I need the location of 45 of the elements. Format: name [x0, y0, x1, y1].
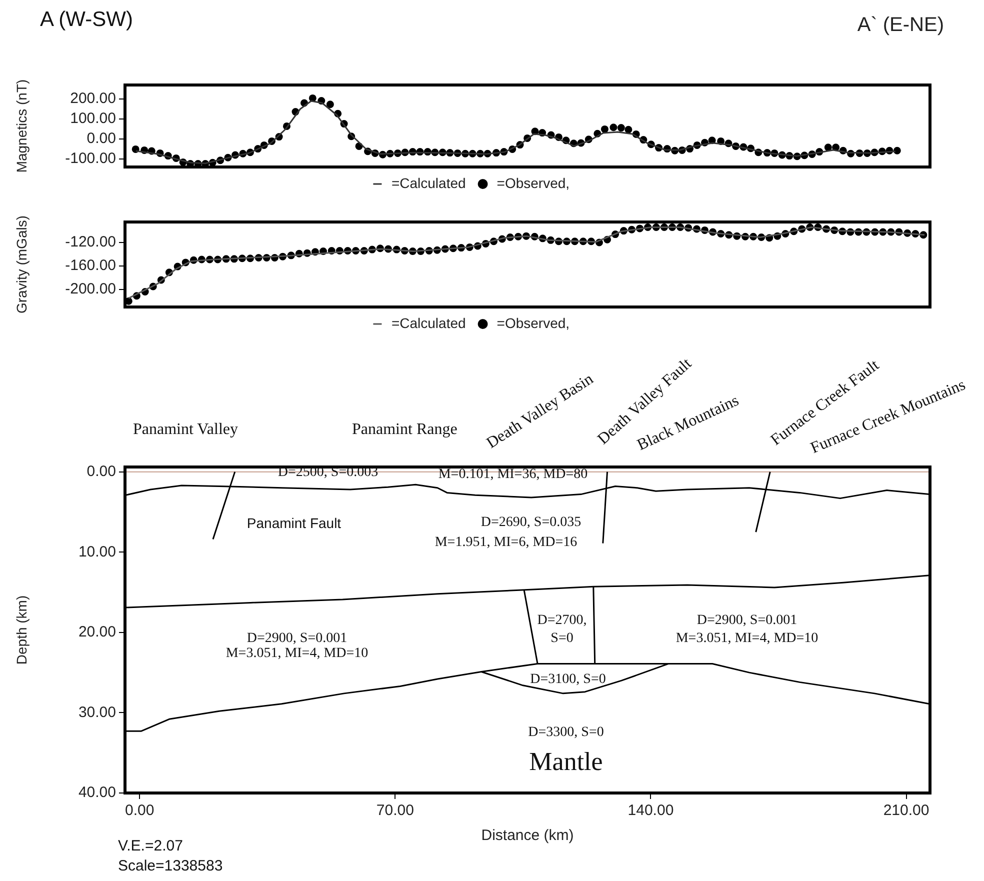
annotation: M=0.101, MI=36, MD=80 [438, 467, 588, 482]
x-tick-label: 140.00 [628, 802, 674, 820]
legend-label: =Calculated [391, 174, 466, 191]
annotation: M=3.051, MI=4, MD=10 [676, 631, 818, 646]
y-tick-label: 20.00 [78, 624, 116, 641]
annotation: M=3.051, MI=4, MD=10 [226, 646, 368, 661]
legend-label: =Calculated [391, 314, 466, 331]
annotation: D=3100, S=0 [530, 672, 606, 687]
legend-label: =Observed, [496, 314, 570, 331]
annotation: D=2690, S=0.035 [480, 515, 582, 530]
y-axis-title: Magnetics (nT) [13, 79, 30, 173]
text: A` (E-NE) [857, 14, 944, 37]
annotation: Mantle [529, 747, 603, 776]
annotation: D=2900, S=0.001 [246, 631, 348, 646]
y-tick-label: 0.00 [86, 462, 116, 480]
y-tick-label: -120.00 [65, 234, 116, 251]
y-tick-label: 30.00 [78, 704, 116, 721]
x-tick-label: 70.00 [376, 802, 414, 820]
text: Panamint Range [352, 421, 458, 438]
chart-title: A (W-SW) [40, 8, 133, 32]
legend-label: =Observed, [496, 174, 570, 191]
y-tick-label: -200.00 [65, 280, 116, 298]
x-tick-label: 210.00 [883, 802, 930, 820]
text: V.E.=2.07 [118, 838, 183, 854]
x-tick-label: 0.00 [125, 802, 154, 820]
y-tick-label: -160.00 [65, 257, 116, 274]
annotation: D=2900, S=0.001 [696, 613, 798, 628]
y-tick-label: 40.00 [78, 784, 116, 802]
y-tick-label: 100.00 [70, 110, 116, 128]
text: Death Valley Basin [484, 370, 596, 452]
x-axis-title: Distance (km) [481, 827, 574, 844]
y-tick-label: -100.00 [65, 150, 116, 168]
text: Scale=1338583 [118, 858, 223, 874]
annotation: M=1.951, MI=6, MD=16 [434, 535, 578, 550]
annotation: Panamint Fault [246, 515, 342, 531]
annotation: D=3300, S=0 [528, 725, 604, 740]
y-axis-title: Depth (km) [13, 595, 30, 665]
y-tick-label: 200.00 [70, 90, 116, 108]
y-tick-label: 10.00 [78, 543, 116, 560]
annotation: D=2700, [537, 613, 587, 628]
text: Panamint Valley [133, 421, 238, 438]
y-axis-title: Gravity (mGals) [13, 216, 30, 314]
y-tick-label: 0.00 [86, 130, 116, 148]
annotation: S=0 [550, 631, 574, 646]
annotation: D=2500, S=0.003 [278, 465, 378, 480]
